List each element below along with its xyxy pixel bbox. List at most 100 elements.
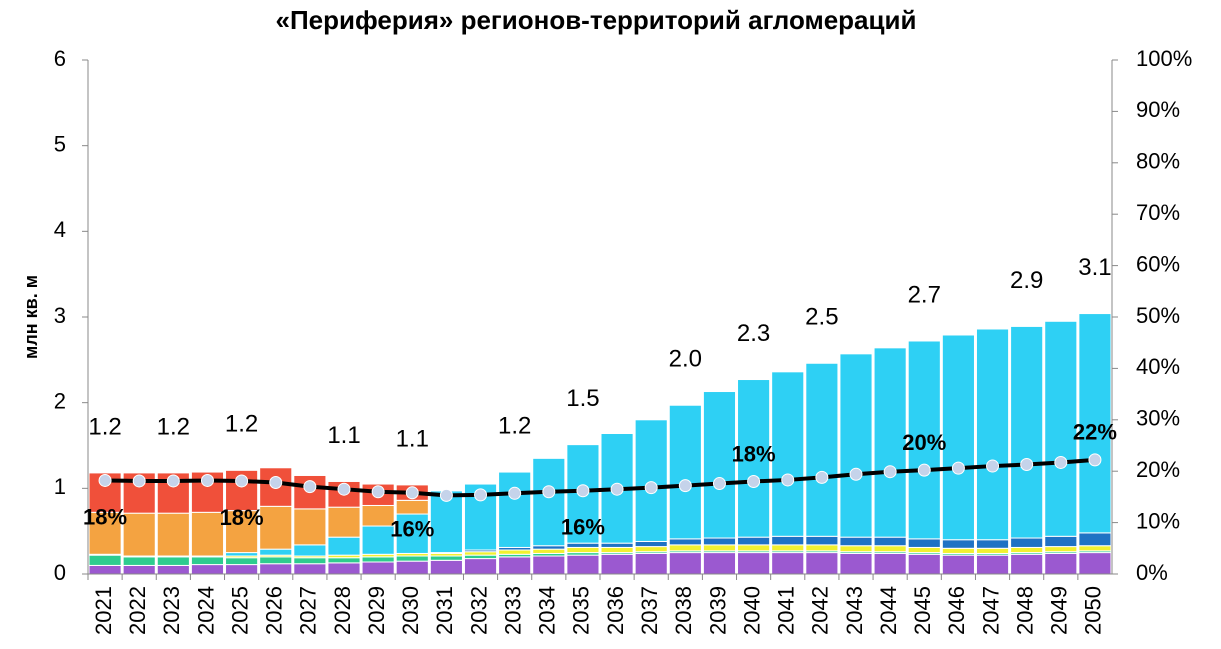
bar-segment [361,525,395,555]
y-tick-label: 3 [54,303,66,328]
bar-segment [634,552,668,575]
bar-segment [532,548,566,554]
bar-segment [156,556,190,566]
bar-segment [1044,535,1078,548]
bar-segment [702,537,737,546]
total-label: 1.2 [225,411,258,438]
x-tick-label: 2045 [910,586,935,635]
x-tick-label: 2027 [296,586,321,635]
x-tick-label: 2042 [808,586,833,635]
line-marker [303,480,317,494]
bar-segment [839,545,873,553]
bar-segment [88,554,122,566]
bar-segment [1010,325,1044,539]
y-tick-label: 5 [54,131,66,156]
bar-segment [839,353,873,538]
y2-tick-label: 80% [1136,149,1180,174]
y2-tick-label: 60% [1136,251,1180,276]
bar-segment [532,545,566,550]
line-marker [986,459,1000,473]
line-marker [132,474,146,488]
bar-segment [737,536,771,546]
line-marker [917,463,931,477]
bar-segment [225,557,259,566]
bar-segment [190,511,225,557]
x-tick-label: 2040 [739,586,764,635]
bar-segment [702,552,737,575]
line-label: 20% [902,430,946,455]
bar-segment [293,563,327,575]
line-marker [678,479,692,493]
bar-segment [498,471,532,548]
bar-segment [873,347,907,538]
line-marker [269,476,283,490]
line-marker [474,488,488,502]
bar-segment [327,506,361,538]
bar-segment [395,499,429,515]
x-tick-label: 2041 [774,586,799,635]
bar-segment [941,554,975,575]
bar-segment [737,544,771,552]
bar-segment [975,547,1010,554]
y2-tick-label: 50% [1136,303,1180,328]
bar-segment [1010,537,1044,548]
total-label: 1.2 [88,413,121,440]
bar-segment [873,536,907,547]
y2-tick-label: 20% [1136,457,1180,482]
total-label: 2.3 [737,320,770,347]
bar-segment [532,457,566,547]
chart-title: «Периферия» регионов-территорий агломера… [276,5,917,35]
line-label: 22% [1073,420,1117,445]
bar-segment [1078,532,1112,547]
bar-segment [225,510,259,554]
bar-segment [1078,313,1112,534]
bar-segment [668,404,702,540]
y-tick-label: 6 [54,46,66,71]
bar-segment [975,539,1010,549]
line-marker [644,481,658,495]
line-marker [405,486,419,500]
bar-segment [873,552,907,575]
x-tick-label: 2037 [637,586,662,635]
x-tick-label: 2025 [227,586,252,635]
x-tick-label: 2028 [330,586,355,635]
line-marker [951,461,965,475]
bar-segment [190,564,225,575]
bar-segment [941,334,975,541]
bar-segment [88,511,122,555]
line-marker [576,484,590,498]
y2-tick-label: 0% [1136,560,1168,585]
y2-tick-label: 100% [1136,46,1192,71]
bar-segment [634,419,668,542]
bar-segment [907,546,941,554]
line-marker [849,467,863,481]
line-marker [98,473,112,487]
bar-segment [429,559,463,575]
line-marker [781,473,795,487]
bar-segment [907,340,941,540]
line-marker [1088,453,1102,467]
bar-segment [975,554,1010,575]
bar-segment [1044,320,1078,537]
line-marker [815,470,829,484]
bar-segment [361,561,395,575]
x-tick-label: 2022 [125,586,150,635]
total-label: 1.2 [498,412,531,439]
line-marker [337,482,351,496]
bar-segment [463,554,498,560]
bar-segment [737,379,771,538]
total-label: 3.1 [1078,254,1111,281]
bar-segment [463,551,498,556]
line-marker [542,485,556,499]
line-marker [747,474,761,488]
bar-segment [361,556,395,563]
bar-segment [259,548,293,556]
bar-segment [327,562,361,575]
bar-segment [1078,545,1112,552]
bar-segment [839,536,873,547]
bar-segment [600,553,634,575]
line-label: 18% [220,505,264,530]
bar-segment [805,535,839,546]
bar-segment [190,556,225,566]
bar-segment [1010,546,1044,554]
